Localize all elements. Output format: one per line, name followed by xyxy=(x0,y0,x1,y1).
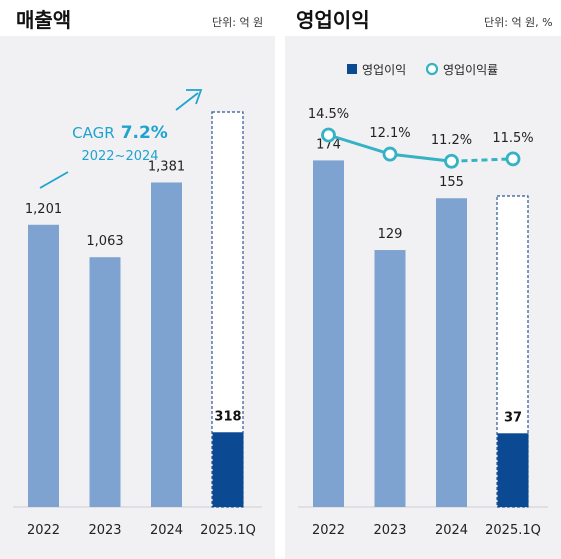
revenue-bars: 1,201 2022 1,063 2023 1,381 2024 318 2025.1Q xyxy=(25,159,256,538)
operating-profit-value-label: 37 xyxy=(504,410,522,425)
cagr-arrow xyxy=(39,89,203,189)
revenue-x-tick: 2023 xyxy=(88,523,121,538)
operating-margin-label: 11.5% xyxy=(492,131,533,146)
operating-profit-bars: 174 2022 129 2023 155 2024 37 2025.1Q xyxy=(312,137,541,538)
operating-margin-segment-projected xyxy=(451,157,514,163)
revenue-x-tick: 2025.1Q xyxy=(200,523,256,538)
operating-margin-segment xyxy=(328,133,391,156)
operating-margin-label: 14.5% xyxy=(308,107,349,122)
revenue-unit: 단위: 억 원 xyxy=(212,16,264,29)
revenue-bar-2025.1Q xyxy=(212,432,244,507)
operating-profit-unit: 단위: 억 원, % xyxy=(484,16,553,29)
operating-margin-label: 11.2% xyxy=(431,133,472,148)
revenue-bar-2023 xyxy=(89,257,121,507)
legend-bar-label: 영업이익 xyxy=(362,63,406,77)
operating-profit-bar-2024 xyxy=(436,198,467,508)
operating-profit-x-tick: 2023 xyxy=(373,523,406,538)
cagr-period: 2022~2024 xyxy=(81,149,158,164)
cagr-value: 7.2% xyxy=(121,123,168,143)
cagr-arrow-lower-segment xyxy=(39,171,69,189)
operating-margin-line: 14.5% 12.1% 11.2% 11.5% xyxy=(308,107,534,169)
operating-profit-x-tick: 2022 xyxy=(312,523,345,538)
operating-margin-segment xyxy=(389,152,452,163)
operating-profit-bar-2022 xyxy=(313,160,344,507)
cagr-prefix: CAGR xyxy=(72,124,115,142)
operating-margin-point xyxy=(505,151,521,167)
revenue-value-label: 1,381 xyxy=(148,159,185,174)
operating-margin-point xyxy=(382,146,398,162)
operating-profit-bar-2025.1Q xyxy=(497,433,529,507)
revenue-value-label: 318 xyxy=(214,409,241,424)
operating-margin-point xyxy=(444,153,459,169)
operating-profit-value-label: 129 xyxy=(378,227,403,242)
legend-line-label: 영업이익률 xyxy=(443,63,498,77)
revenue-value-label: 1,201 xyxy=(25,202,62,217)
operating-profit-value-label: 155 xyxy=(439,175,464,190)
legend: 영업이익 영업이익률 xyxy=(347,62,498,77)
operating-margin-point xyxy=(321,127,336,143)
revenue-x-tick: 2022 xyxy=(27,523,60,538)
legend-bar-swatch xyxy=(347,64,357,74)
operating-profit-x-tick: 2024 xyxy=(435,523,468,538)
cagr-label: CAGR 7.2% xyxy=(72,123,168,143)
operating-profit-bar-2023 xyxy=(374,250,406,508)
revenue-bar-2024 xyxy=(151,182,182,507)
operating-profit-title: 영업이익 xyxy=(296,8,370,32)
cagr-arrow-head xyxy=(186,89,203,105)
revenue-title: 매출액 xyxy=(16,8,72,32)
cagr-arrow-upper-segment xyxy=(175,92,199,111)
revenue-value-label: 1,063 xyxy=(86,234,123,249)
revenue-x-tick: 2024 xyxy=(150,523,183,538)
operating-profit-value-label: 174 xyxy=(316,137,341,152)
operating-profit-x-tick: 2025.1Q xyxy=(485,523,541,538)
legend-line-marker xyxy=(425,62,439,76)
operating-margin-label: 12.1% xyxy=(369,126,410,141)
revenue-bar-2022 xyxy=(28,224,59,507)
